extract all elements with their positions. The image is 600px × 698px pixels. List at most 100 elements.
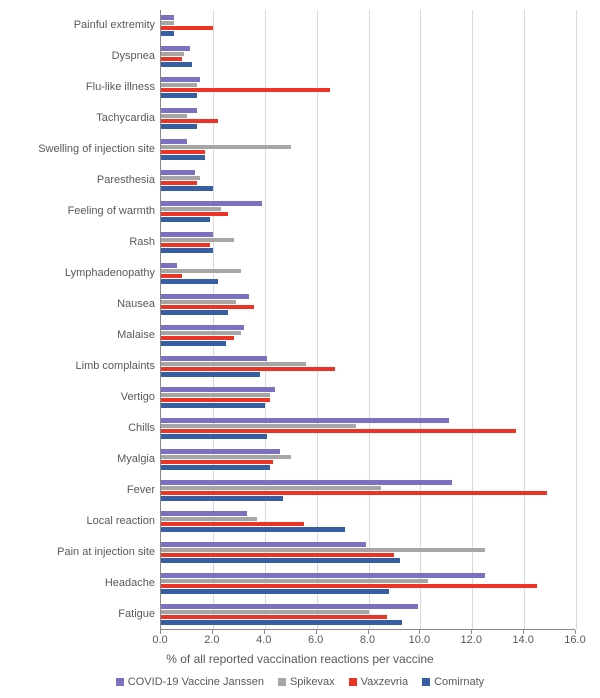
bar-spikevax [161,238,234,242]
bar-spikevax [161,176,200,180]
bar-spikevax [161,114,187,118]
category-label: Chills [5,422,155,434]
bar-vaxzevria [161,212,228,216]
bar-comirnaty [161,248,213,252]
gridline [472,10,473,629]
bar-janssen [161,418,449,422]
bar-comirnaty [161,434,267,438]
bar-spikevax [161,300,236,304]
bar-janssen [161,449,280,453]
bar-spikevax [161,207,221,211]
category-label: Fatigue [5,608,155,620]
plot-area [160,10,575,630]
bar-comirnaty [161,155,205,159]
bar-janssen [161,542,366,546]
gridline [576,10,577,629]
bar-vaxzevria [161,274,182,278]
x-tick-label: 10.0 [409,634,430,646]
bar-comirnaty [161,589,389,593]
bar-comirnaty [161,217,210,221]
bar-vaxzevria [161,181,197,185]
gridline [369,10,370,629]
bar-vaxzevria [161,57,182,61]
category-label: Painful extremity [5,19,155,31]
category-label: Flu-like illness [5,81,155,93]
category-label: Lymphadenopathy [5,267,155,279]
bar-janssen [161,232,213,236]
bar-janssen [161,201,262,205]
x-tick-label: 16.0 [564,634,585,646]
bar-spikevax [161,486,381,490]
bar-spikevax [161,455,291,459]
x-tick-label: 4.0 [256,634,271,646]
x-tick-label: 14.0 [512,634,533,646]
gridline [420,10,421,629]
bar-vaxzevria [161,305,254,309]
gridline [213,10,214,629]
bar-janssen [161,604,418,608]
category-label: Local reaction [5,515,155,527]
gridline [317,10,318,629]
bar-comirnaty [161,372,260,376]
category-label: Rash [5,236,155,248]
category-label: Tachycardia [5,112,155,124]
legend-item-comirnaty: Comirnaty [422,676,484,688]
bar-spikevax [161,269,241,273]
bar-spikevax [161,52,184,56]
bar-vaxzevria [161,243,210,247]
x-axis-title: % of all reported vaccination reactions … [0,652,600,666]
bar-janssen [161,139,187,143]
bar-spikevax [161,362,306,366]
bar-comirnaty [161,31,174,35]
bar-spikevax [161,21,174,25]
category-label: Vertigo [5,391,155,403]
bar-vaxzevria [161,367,335,371]
bar-comirnaty [161,558,400,562]
bar-janssen [161,77,200,81]
legend-label: Comirnaty [434,676,484,688]
bar-janssen [161,294,249,298]
bar-janssen [161,356,267,360]
bar-vaxzevria [161,150,205,154]
x-tick-label: 12.0 [461,634,482,646]
category-label: Malaise [5,329,155,341]
category-label: Fever [5,484,155,496]
bar-vaxzevria [161,336,234,340]
x-tick-label: 6.0 [308,634,323,646]
bar-comirnaty [161,93,197,97]
bar-spikevax [161,145,291,149]
bar-comirnaty [161,527,345,531]
bar-comirnaty [161,496,283,500]
legend-label: Spikevax [290,676,335,688]
bar-comirnaty [161,124,197,128]
bar-janssen [161,15,174,19]
bar-vaxzevria [161,88,330,92]
legend-item-janssen: COVID-19 Vaccine Janssen [116,676,264,688]
bar-janssen [161,387,275,391]
bar-janssen [161,480,452,484]
bar-comirnaty [161,62,192,66]
bar-comirnaty [161,403,265,407]
bar-janssen [161,325,244,329]
bar-comirnaty [161,620,402,624]
bar-janssen [161,108,197,112]
category-label: Feeling of warmth [5,205,155,217]
bar-janssen [161,170,195,174]
bar-vaxzevria [161,26,213,30]
x-tick-label: 8.0 [360,634,375,646]
bar-janssen [161,573,485,577]
bar-janssen [161,46,190,50]
bar-vaxzevria [161,522,304,526]
category-label: Headache [5,577,155,589]
bar-spikevax [161,83,197,87]
bar-vaxzevria [161,398,270,402]
gridline [265,10,266,629]
category-label: Limb complaints [5,360,155,372]
gridline [524,10,525,629]
bar-vaxzevria [161,584,537,588]
category-label: Nausea [5,298,155,310]
legend-item-spikevax: Spikevax [278,676,335,688]
bar-spikevax [161,331,241,335]
legend-swatch [422,678,430,686]
category-label: Dyspnea [5,50,155,62]
